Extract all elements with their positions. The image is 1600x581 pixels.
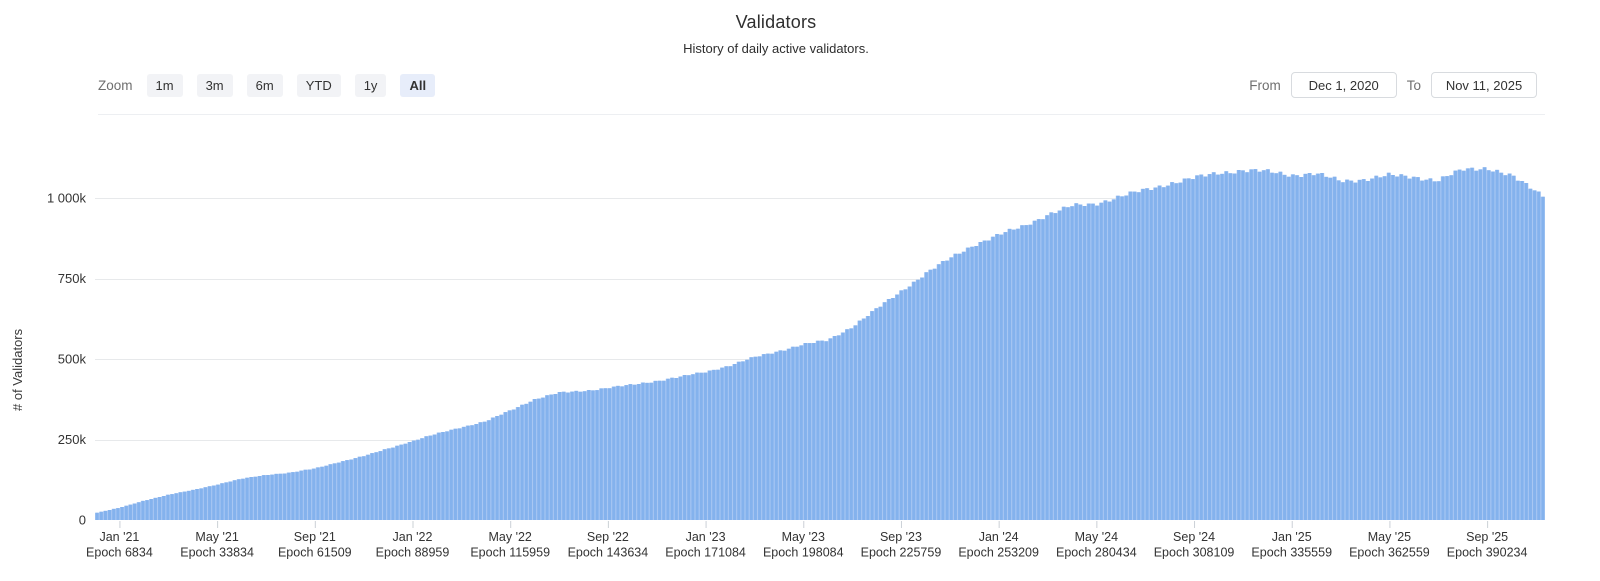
x-tick-epoch-label: Epoch 143634 [568, 546, 649, 560]
x-tick-epoch-label: Epoch 225759 [861, 546, 942, 560]
toolbar-divider [98, 114, 1545, 115]
to-label: To [1406, 77, 1421, 93]
y-axis-title: # of Validators [10, 328, 25, 411]
x-tick-month-label: Sep '24 [1173, 530, 1215, 544]
x-tick-month-label: Sep '22 [587, 530, 629, 544]
x-tick-epoch-label: Epoch 88959 [376, 546, 450, 560]
zoom-button-all[interactable]: All [400, 73, 436, 97]
validators-columns[interactable] [95, 167, 1545, 521]
x-tick-month-label: May '23 [782, 530, 825, 544]
x-tick-epoch-label: Epoch 115959 [470, 546, 550, 560]
zoom-toolbar: Zoom 1m 3m 6m YTD 1y All [98, 72, 436, 98]
zoom-button-3m[interactable]: 3m [196, 73, 233, 97]
zoom-button-1y[interactable]: 1y [354, 73, 387, 97]
x-tick-month-label: Sep '21 [294, 530, 336, 544]
x-tick-epoch-label: Epoch 308109 [1154, 546, 1235, 560]
x-tick-month-label: Jan '23 [686, 530, 726, 544]
y-tick-label: 750k [58, 271, 87, 286]
x-tick-month-label: Jan '25 [1272, 530, 1312, 544]
x-tick-epoch-label: Epoch 61509 [278, 546, 352, 560]
zoom-label: Zoom [98, 77, 133, 93]
x-tick-epoch-label: Epoch 198084 [763, 546, 844, 560]
y-tick-label: 250k [58, 432, 87, 447]
zoom-button-ytd[interactable]: YTD [296, 73, 341, 97]
y-tick-label: 500k [58, 352, 87, 367]
y-tick-label: 0 [79, 513, 86, 528]
to-date-input[interactable] [1431, 72, 1537, 98]
date-range-toolbar: From To [1249, 71, 1537, 99]
x-tick-month-label: May '22 [488, 530, 531, 544]
x-tick-epoch-label: Epoch 253209 [958, 546, 1039, 560]
zoom-button-1m[interactable]: 1m [146, 73, 183, 97]
x-tick-epoch-label: Epoch 280434 [1056, 546, 1137, 560]
x-tick-month-label: May '24 [1075, 530, 1118, 544]
from-label: From [1249, 77, 1281, 93]
y-tick-label: 1 000k [47, 191, 87, 206]
x-tick-month-label: Jan '22 [393, 530, 433, 544]
zoom-button-group: 1m 3m 6m YTD 1y All [146, 73, 436, 97]
x-tick-month-label: Sep '25 [1466, 530, 1508, 544]
from-date-input[interactable] [1290, 72, 1397, 98]
page-subtitle: History of daily active validators. [683, 41, 869, 56]
x-tick-month-label: Sep '23 [880, 530, 922, 544]
x-tick-month-label: May '21 [195, 530, 238, 544]
x-tick-month-label: Jan '21 [99, 530, 139, 544]
zoom-button-6m[interactable]: 6m [246, 73, 283, 97]
page-title: Validators [735, 12, 817, 32]
x-tick-epoch-label: Epoch 171084 [665, 546, 746, 560]
x-tick-epoch-label: Epoch 6834 [86, 546, 153, 560]
x-tick-epoch-label: Epoch 390234 [1447, 546, 1528, 560]
x-tick-epoch-label: Epoch 33834 [180, 546, 254, 560]
x-tick-month-label: May '25 [1368, 530, 1411, 544]
x-tick-month-label: Jan '24 [979, 530, 1019, 544]
x-tick-epoch-label: Epoch 362559 [1349, 546, 1430, 560]
validators-area-fill [95, 167, 1545, 521]
x-tick-epoch-label: Epoch 335559 [1251, 546, 1332, 560]
